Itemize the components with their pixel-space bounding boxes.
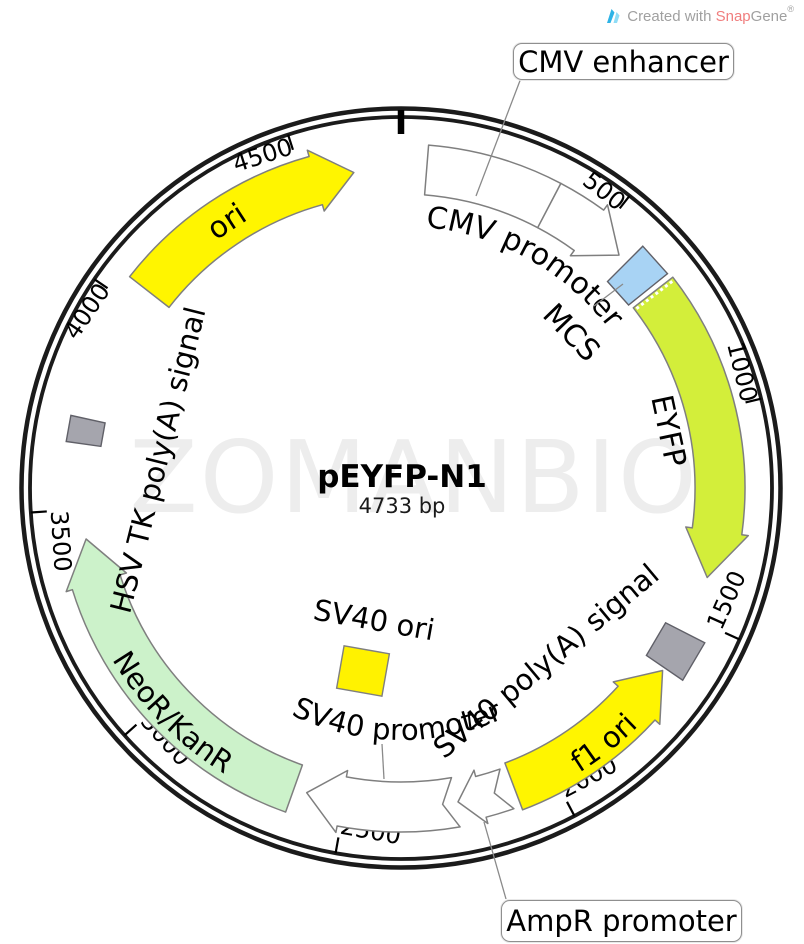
snapgene-credit: Created with SnapGene® [604,3,794,25]
tick-2000 [566,801,576,817]
plasmid-ring-outer [19,106,783,870]
brand-gene: Gene [750,7,788,25]
tick-label-3500: 3500 [45,510,77,573]
feature-sv40-polya[interactable] [645,621,706,682]
credit-text: Created with SnapGene® [627,3,794,25]
tick-1500 [724,631,741,641]
feature-label-sv40-ori[interactable]: SV40 ori [311,593,437,648]
feature-cmv-promoter[interactable] [536,182,620,257]
feature-ampr-promoter[interactable] [457,768,515,825]
feature-label-hsv-tk-polya[interactable]: HSV TK poly(A) signal [104,304,213,617]
tick-2500 [334,837,340,854]
registered-mark: ® [787,3,794,14]
watermark: ZOMANBIO [129,419,699,536]
brand-snap: Snap [715,7,751,25]
mcs-leader [593,283,624,307]
feature-junction-dashes [635,279,674,310]
feature-mcs[interactable] [606,245,669,306]
feature-neor-kanr[interactable] [65,538,304,813]
cmv-enhancer-leader [475,77,522,197]
feature-sv40-ori[interactable] [335,645,391,697]
feature-sv40-promoter[interactable] [305,769,461,834]
feature-f1-ori[interactable] [504,669,664,811]
tick-4000 [93,278,109,290]
ampr-promoter-leader [483,821,507,900]
tick-500 [618,195,631,210]
callout-ampr-promoter[interactable]: AmpR promoter [501,900,742,942]
feature-eyfp[interactable] [632,276,750,579]
tick-1000 [745,397,762,404]
sv40-promoter-leader [381,743,385,780]
feature-hsv-tk-polya[interactable] [65,414,106,448]
snapgene-logo-icon [607,9,620,23]
tick-3000 [123,723,138,737]
tick-3500 [30,510,47,514]
tick-4500 [287,134,294,151]
feature-ori[interactable] [128,149,355,309]
callout-cmv-enhancer[interactable]: CMV enhancer [513,43,734,80]
